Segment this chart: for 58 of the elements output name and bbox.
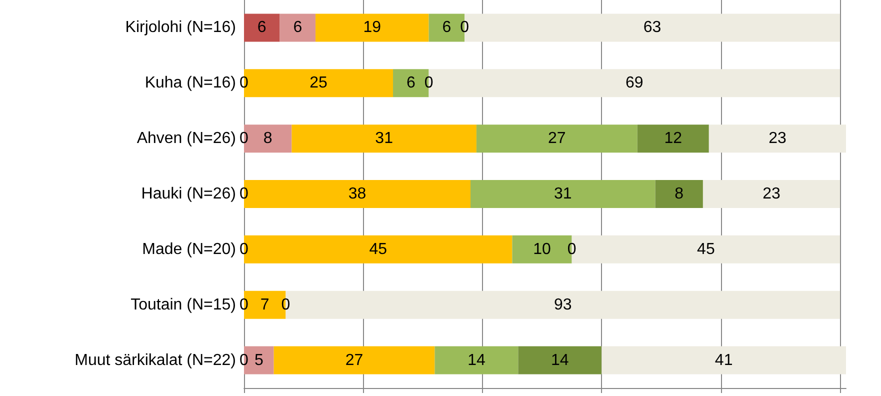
bar <box>434 346 518 374</box>
data-label: 23 <box>768 130 786 148</box>
y-tick-label: Ahven (N=26) <box>136 130 236 148</box>
data-label: 6 <box>293 19 302 36</box>
data-label: 45 <box>697 240 715 258</box>
bar <box>292 124 476 153</box>
data-label: 6 <box>406 74 416 92</box>
y-tick-label: Hauki (N=26) <box>141 186 236 202</box>
bar <box>244 14 280 42</box>
bar <box>518 346 602 374</box>
data-label: 45 <box>369 240 388 258</box>
annotation: 0 <box>567 240 576 258</box>
data-label: 93 <box>554 296 572 314</box>
bar <box>708 124 846 153</box>
data-label: 38 <box>348 186 366 202</box>
data-label: 6 <box>442 19 452 36</box>
data-label: 10 <box>533 240 552 258</box>
data-label: 19 <box>363 19 382 36</box>
bar <box>280 14 316 42</box>
bar <box>637 124 709 153</box>
data-label: 27 <box>548 130 566 148</box>
data-label: 31 <box>375 130 394 148</box>
data-label: 6 <box>257 19 266 36</box>
data-label: 12 <box>664 130 682 148</box>
bar <box>602 346 846 374</box>
bar <box>316 14 429 42</box>
data-label: 14 <box>551 352 569 369</box>
y-tick-label: Kuha (N=16) <box>144 74 236 92</box>
data-label: 8 <box>674 186 684 202</box>
annotation: 0 <box>281 296 290 314</box>
bar <box>274 346 435 374</box>
bar <box>476 124 638 153</box>
annotation: 0 <box>240 130 249 148</box>
data-label: 7 <box>260 296 270 314</box>
annotation: 0 <box>240 296 249 314</box>
data-label: 69 <box>626 74 644 92</box>
annotation: 0 <box>424 74 434 92</box>
bar <box>655 180 703 208</box>
data-label: 8 <box>263 130 272 148</box>
y-tick-label: Toutain (N=15) <box>130 296 236 314</box>
bar <box>702 180 840 208</box>
y-tick-label: Muut särkikalat (N=22) <box>74 352 236 369</box>
annotation: 0 <box>460 19 470 36</box>
annotation: 0 <box>240 74 249 92</box>
annotation: 0 <box>240 352 249 369</box>
y-tick-label: Kirjolohi (N=16) <box>125 19 236 36</box>
data-label: 27 <box>345 352 364 369</box>
data-label: 5 <box>254 352 264 369</box>
data-label: 23 <box>762 186 780 202</box>
y-tick-label: Made (N=20) <box>142 240 236 258</box>
data-label: 25 <box>310 74 328 92</box>
data-label: 31 <box>554 186 572 202</box>
annotation: 0 <box>240 186 249 202</box>
annotation: 0 <box>240 240 249 258</box>
data-label: 63 <box>643 19 662 36</box>
bar <box>470 180 656 208</box>
data-label: 14 <box>468 352 486 369</box>
data-label: 41 <box>714 352 733 369</box>
